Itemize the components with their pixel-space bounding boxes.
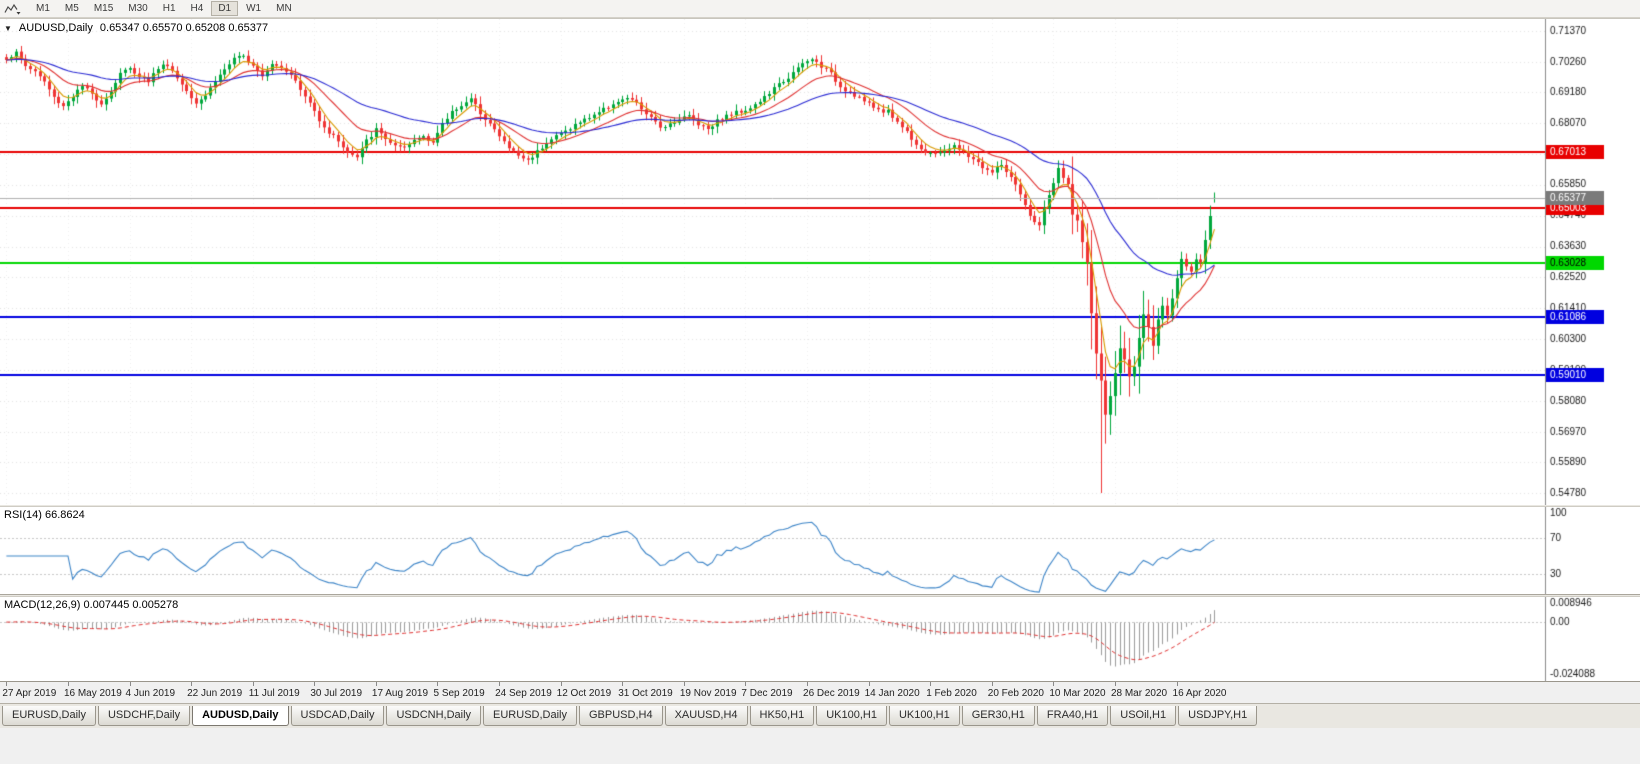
chart-tab-ger30-h1[interactable]: GER30,H1 <box>961 706 1035 726</box>
chart-tab-fra40-h1[interactable]: FRA40,H1 <box>1036 706 1109 726</box>
date-axis-tick <box>807 682 809 686</box>
date-axis-label: 10 Mar 2020 <box>1049 688 1106 699</box>
date-axis-tick <box>991 682 993 686</box>
chart-tab-usdcnh-daily[interactable]: USDCNH,Daily <box>386 706 482 726</box>
chart-symbol-label: AUDUSD,Daily <box>18 22 93 34</box>
date-axis-tick <box>1176 682 1178 686</box>
timeframe-buttons: M1 M5 M15 M30 H1 H4 D1 W1 MN <box>29 1 299 16</box>
chart-tab-uk100-h1[interactable]: UK100,H1 <box>816 706 887 726</box>
chart-tab-usdcad-daily[interactable]: USDCAD,Daily <box>290 706 385 726</box>
collapse-arrow-icon[interactable]: ▼ <box>4 23 12 33</box>
macd-indicator-canvas[interactable] <box>0 597 1640 681</box>
date-axis-label: 28 Mar 2020 <box>1110 688 1168 699</box>
rsi-indicator-canvas[interactable] <box>0 507 1640 594</box>
date-axis-label: 22 Jun 2019 <box>187 688 243 699</box>
chart-tab-usdjpy-h1[interactable]: USDJPY,H1 <box>1178 706 1258 726</box>
chart-tab-uk100-h1[interactable]: UK100,H1 <box>888 706 960 726</box>
timeframe-button-m1[interactable]: M1 <box>29 1 57 16</box>
date-axis-label: 26 Dec 2019 <box>803 688 860 699</box>
date-axis-tick <box>375 682 377 686</box>
date-axis-label: 16 May 2019 <box>63 688 122 699</box>
timeframe-button-d1[interactable]: D1 <box>211 1 239 16</box>
date-axis-tick <box>560 682 562 686</box>
rsi-panel: RSI(14) 66.8624 <box>0 507 1640 594</box>
date-axis-tick <box>745 682 747 686</box>
chart-ohlc-values: 0.65347 0.65570 0.65208 0.65377 <box>99 22 269 34</box>
date-axis-tick <box>129 682 131 686</box>
date-axis-tick <box>683 682 685 686</box>
timeframe-button-m30[interactable]: M30 <box>121 1 154 16</box>
date-axis-label: 17 Aug 2019 <box>371 688 429 699</box>
panel-divider[interactable] <box>0 594 1640 597</box>
date-axis-tick <box>67 682 69 686</box>
line-chart-icon <box>4 3 21 15</box>
date-axis-tick <box>499 682 501 686</box>
date-axis-label: 24 Sep 2019 <box>495 688 552 699</box>
date-axis-tick <box>1053 682 1055 686</box>
date-axis-tick <box>191 682 193 686</box>
date-axis-label: 27 Apr 2019 <box>2 688 57 699</box>
chart-tabs-bar: EURUSD,Daily USDCHF,Daily AUDUSD,Daily USDC… <box>0 703 1640 728</box>
date-axis-label: 16 Apr 2020 <box>1172 688 1227 699</box>
date-axis-label: 5 Sep 2019 <box>433 688 485 699</box>
date-axis-tick <box>622 682 624 686</box>
date-axis-tick <box>252 682 254 686</box>
date-axis-tick <box>6 682 8 686</box>
date-axis-label: 1 Feb 2020 <box>926 688 977 699</box>
chart-tab-eurusd-daily[interactable]: EURUSD,Daily <box>2 706 96 726</box>
timeframe-button-m15[interactable]: M15 <box>87 1 120 16</box>
chart-tab-audusd-daily[interactable]: AUDUSD,Daily <box>192 706 289 726</box>
date-axis-label: 4 Jun 2019 <box>125 688 176 699</box>
chart-header: ▼ AUDUSD,Daily 0.65347 0.65570 0.65208 0… <box>4 22 268 34</box>
chart-tab-eurusd-daily[interactable]: EURUSD,Daily <box>483 706 577 726</box>
date-axis-label: 12 Oct 2019 <box>556 688 612 699</box>
date-axis-label: 11 Jul 2019 <box>248 688 300 699</box>
chart-type-dropdown-icon[interactable] <box>4 3 21 15</box>
macd-indicator-label: MACD(12,26,9) 0.007445 0.005278 <box>4 599 179 611</box>
rsi-indicator-label: RSI(14) 66.8624 <box>4 509 85 521</box>
date-axis-tick <box>1114 682 1116 686</box>
date-axis-tick <box>314 682 316 686</box>
chart-tab-usdchf-daily[interactable]: USDCHF,Daily <box>97 706 191 726</box>
date-axis-tick <box>930 682 932 686</box>
date-axis-label: 7 Dec 2019 <box>741 688 793 699</box>
chart-tab-gbpusd-h4[interactable]: GBPUSD,H4 <box>579 706 663 726</box>
date-axis-label: 20 Feb 2020 <box>987 688 1044 699</box>
date-axis-tick <box>868 682 870 686</box>
price-chart-canvas[interactable] <box>0 19 1640 505</box>
timeframe-button-h4[interactable]: H4 <box>184 1 211 16</box>
chart-tab-hk50-h1[interactable]: HK50,H1 <box>749 706 815 726</box>
chart-tab-xauusd-h4[interactable]: XAUUSD,H4 <box>664 706 748 726</box>
date-axis-label: 30 Jul 2019 <box>310 688 363 699</box>
macd-panel: MACD(12,26,9) 0.007445 0.005278 <box>0 597 1640 681</box>
chart-tab-usoil-h1[interactable]: USOil,H1 <box>1110 706 1177 726</box>
date-axis[interactable]: 27 Apr 2019 16 May 2019 4 Jun 2019 22 Jun 2… <box>0 681 1640 703</box>
date-axis-tick <box>437 682 439 686</box>
date-axis-label: 14 Jan 2020 <box>864 688 920 699</box>
timeframe-button-mn[interactable]: MN <box>269 1 299 16</box>
timeframe-toolbar: M1 M5 M15 M30 H1 H4 D1 W1 MN <box>0 0 1640 18</box>
date-axis-label: 31 Oct 2019 <box>618 688 673 699</box>
timeframe-button-w1[interactable]: W1 <box>239 1 268 16</box>
timeframe-button-m5[interactable]: M5 <box>58 1 86 16</box>
timeframe-button-h1[interactable]: H1 <box>156 1 183 16</box>
status-bar <box>0 728 1640 764</box>
date-axis-label: 19 Nov 2019 <box>679 688 737 699</box>
price-chart-panel: ▼ AUDUSD,Daily 0.65347 0.65570 0.65208 0… <box>0 18 1640 505</box>
